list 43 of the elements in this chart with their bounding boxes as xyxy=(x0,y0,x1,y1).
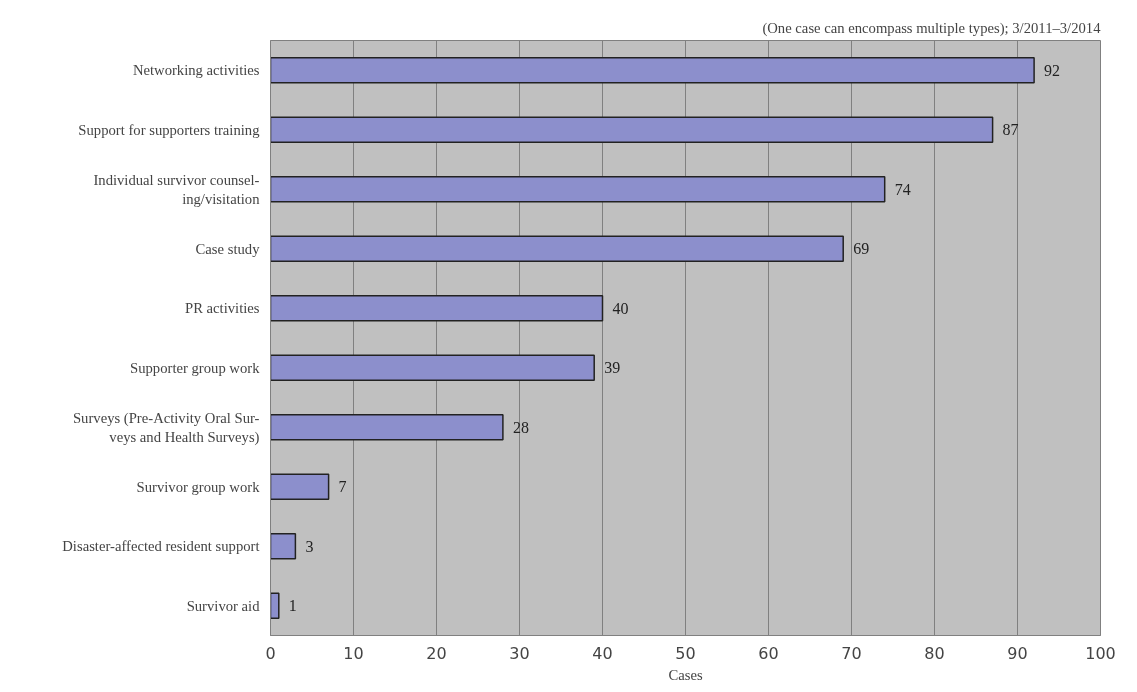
bar xyxy=(270,592,280,619)
x-tick-label: 20 xyxy=(426,643,447,663)
data-label: 74 xyxy=(894,180,911,198)
x-tick-label: 80 xyxy=(924,643,945,663)
x-tick-label: 100 xyxy=(1085,643,1116,663)
bar xyxy=(270,116,994,143)
x-tick-label: 70 xyxy=(841,643,862,663)
y-tick-label: Disaster-affected resident support xyxy=(62,538,260,555)
x-tick-label: 30 xyxy=(509,643,530,663)
y-tick-label: PR activities xyxy=(185,300,260,317)
data-label: 28 xyxy=(512,418,529,436)
y-tick-label: Individual survivor counsel- ing/visitation xyxy=(93,171,261,207)
bar xyxy=(270,235,844,262)
bar xyxy=(270,295,604,322)
data-label: 3 xyxy=(305,537,314,555)
x-tick-label: 60 xyxy=(758,643,779,663)
y-tick-label: Case study xyxy=(195,240,261,257)
data-label: 87 xyxy=(1002,121,1019,139)
x-tick-label: 10 xyxy=(343,643,364,663)
y-tick-label: Supporter group work xyxy=(130,359,261,376)
bar xyxy=(270,354,595,381)
bar xyxy=(270,176,886,203)
x-axis-title: Cases xyxy=(668,666,703,683)
data-label: 39 xyxy=(604,359,621,377)
bar xyxy=(270,57,1035,84)
x-tick-label: 90 xyxy=(1007,643,1028,663)
y-tick-label: Networking activities xyxy=(132,62,260,79)
y-tick-label: Surveys (Pre-Activity Oral Sur- veys and Health Surveys) xyxy=(72,409,260,446)
y-tick-label: Support for supporters training xyxy=(78,121,261,138)
bar xyxy=(270,473,330,500)
data-label: 69 xyxy=(853,240,870,258)
y-tick-label: Survivor group work xyxy=(136,478,261,495)
text: (One case can encompass multiple types); 3/2011–3/2014 xyxy=(762,19,1102,37)
data-label: 1 xyxy=(288,597,297,615)
x-tick-label: 50 xyxy=(675,643,696,663)
x-tick-label: 40 xyxy=(592,643,613,663)
bar xyxy=(270,414,504,441)
data-label: 40 xyxy=(612,299,629,317)
data-label: 92 xyxy=(1044,61,1061,79)
data-label: 7 xyxy=(338,478,347,496)
bar xyxy=(270,533,297,560)
x-tick-label: 0 xyxy=(265,643,276,663)
y-tick-label: Survivor aid xyxy=(186,597,261,614)
